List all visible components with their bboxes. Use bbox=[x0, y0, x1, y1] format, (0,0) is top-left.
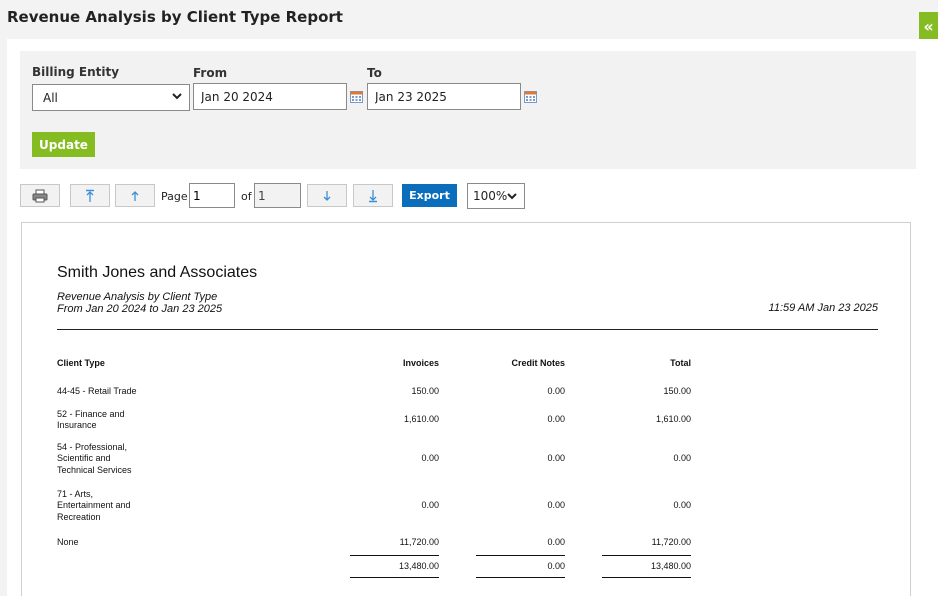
client-type-line: Recreation bbox=[57, 511, 101, 522]
client-type-line: Insurance bbox=[57, 420, 97, 431]
total-cell: 0.00 bbox=[673, 453, 691, 463]
update-button[interactable]: Update bbox=[32, 132, 95, 157]
subtotal-line bbox=[350, 555, 439, 556]
client-type-line: Entertainment and bbox=[57, 500, 131, 511]
collapse-panel-button[interactable]: « bbox=[919, 12, 938, 41]
calendar-icon[interactable] bbox=[350, 91, 363, 103]
arrow-down-icon bbox=[323, 190, 331, 201]
column-header-invoices: Invoices bbox=[402, 358, 439, 368]
client-type-line: 54 - Professional, bbox=[57, 442, 128, 452]
client-type-line: 44-45 - Retail Trade bbox=[57, 386, 137, 396]
calendar-icon[interactable] bbox=[524, 91, 537, 103]
zoom-select[interactable]: 100% bbox=[467, 183, 525, 209]
invoices-cell: 11,720.00 bbox=[399, 537, 439, 547]
billing-entity-value: All bbox=[43, 90, 58, 105]
grand-total-invoices: 13,480.00 bbox=[398, 561, 439, 571]
credit-notes-cell: 0.00 bbox=[547, 414, 565, 424]
table-row-client-type: 54 - Professional, Scientific and Techni… bbox=[57, 442, 132, 476]
previous-page-button[interactable] bbox=[115, 184, 155, 207]
billing-entity-select[interactable]: All bbox=[32, 84, 190, 111]
arrow-up-icon bbox=[131, 190, 139, 201]
total-underline bbox=[350, 577, 439, 578]
billing-entity-label: Billing Entity bbox=[32, 65, 120, 79]
printer-icon bbox=[32, 189, 48, 202]
zoom-value: 100% bbox=[473, 189, 508, 203]
column-header-client-type: Client Type bbox=[57, 358, 105, 368]
invoices-cell: 150.00 bbox=[411, 386, 439, 396]
invoices-cell: 1,610.00 bbox=[403, 414, 439, 424]
chevron-down-icon bbox=[507, 193, 517, 200]
first-page-button[interactable] bbox=[70, 184, 110, 207]
total-cell: 11,720.00 bbox=[651, 537, 691, 547]
total-pages-field bbox=[254, 183, 301, 208]
to-date-label: To bbox=[367, 66, 382, 80]
total-underline bbox=[602, 577, 691, 578]
client-type-line: None bbox=[57, 537, 79, 547]
header-divider bbox=[57, 329, 878, 330]
column-header-total: Total bbox=[670, 358, 691, 368]
table-row-client-type: 52 - Finance and Insurance bbox=[57, 409, 125, 432]
page-label: Page bbox=[161, 190, 188, 203]
total-cell: 0.00 bbox=[673, 500, 691, 510]
table-row-client-type: None bbox=[57, 537, 79, 548]
credit-notes-cell: 0.00 bbox=[547, 386, 565, 396]
column-header-credit-notes: Credit Notes bbox=[511, 358, 565, 368]
client-type-line: Technical Services bbox=[57, 464, 132, 475]
credit-notes-cell: 0.00 bbox=[547, 453, 565, 463]
credit-notes-cell: 0.00 bbox=[547, 500, 565, 510]
invoices-cell: 0.00 bbox=[421, 453, 439, 463]
client-type-line: 71 - Arts, bbox=[57, 489, 94, 499]
subtotal-line bbox=[602, 555, 691, 556]
page-title: Revenue Analysis by Client Type Report bbox=[7, 8, 343, 26]
last-page-icon bbox=[369, 189, 377, 202]
double-chevron-left-icon: « bbox=[923, 17, 934, 36]
company-name: Smith Jones and Associates bbox=[57, 264, 258, 281]
client-type-line: Scientific and bbox=[57, 453, 111, 464]
to-date-input[interactable] bbox=[367, 83, 521, 110]
last-page-button[interactable] bbox=[353, 184, 393, 207]
client-type-line: 52 - Finance and bbox=[57, 409, 125, 419]
print-button[interactable] bbox=[20, 184, 60, 207]
export-button[interactable]: Export bbox=[402, 184, 457, 207]
from-date-label: From bbox=[193, 66, 228, 80]
table-row-client-type: 71 - Arts, Entertainment and Recreation bbox=[57, 489, 131, 523]
report-date-range: From Jan 20 2024 to Jan 23 2025 bbox=[57, 303, 223, 315]
first-page-icon bbox=[86, 189, 94, 202]
total-cell: 150.00 bbox=[663, 386, 691, 396]
report-timestamp: 11:59 AM Jan 23 2025 bbox=[768, 302, 878, 314]
page-number-input[interactable] bbox=[189, 183, 235, 208]
invoices-cell: 0.00 bbox=[421, 500, 439, 510]
subtotal-line bbox=[476, 555, 565, 556]
grand-total-total: 13,480.00 bbox=[650, 561, 691, 571]
report-name: Revenue Analysis by Client Type bbox=[57, 291, 218, 303]
grand-total-credit-notes: 0.00 bbox=[547, 561, 565, 571]
chevron-down-icon bbox=[172, 93, 182, 100]
from-date-input[interactable] bbox=[193, 83, 347, 110]
next-page-button[interactable] bbox=[307, 184, 347, 207]
total-underline bbox=[476, 577, 565, 578]
table-row-client-type: 44-45 - Retail Trade bbox=[57, 386, 137, 397]
report-viewer: Smith Jones and Associates Revenue Analy… bbox=[21, 222, 911, 596]
of-label: of bbox=[241, 190, 252, 203]
total-cell: 1,610.00 bbox=[655, 414, 691, 424]
credit-notes-cell: 0.00 bbox=[547, 537, 565, 547]
